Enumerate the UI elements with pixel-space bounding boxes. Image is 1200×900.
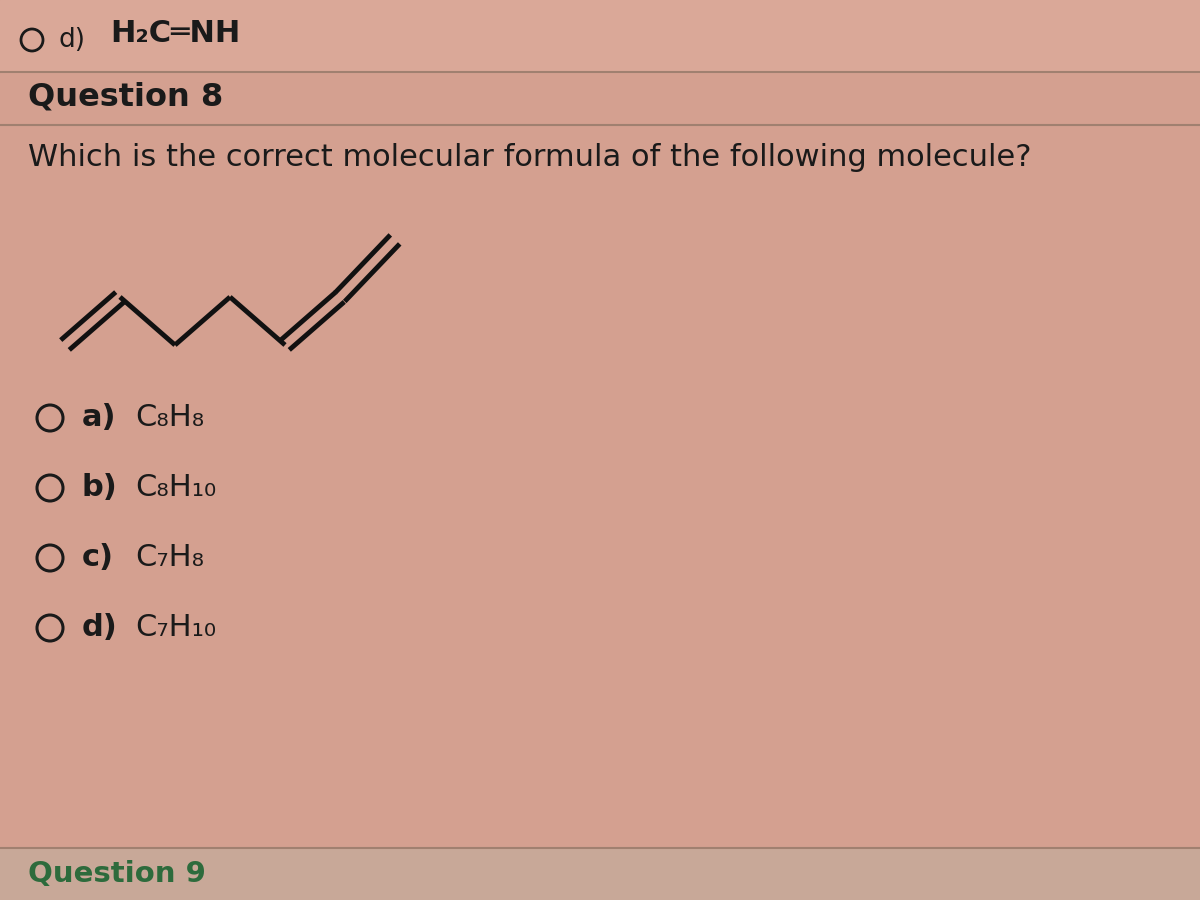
Text: Which is the correct molecular formula of the following molecule?: Which is the correct molecular formula o… — [28, 143, 1032, 173]
Text: a): a) — [82, 403, 116, 433]
Text: d): d) — [58, 27, 85, 53]
Text: C₇H₁₀: C₇H₁₀ — [134, 614, 216, 643]
Text: H₂C═NH: H₂C═NH — [110, 20, 240, 49]
Bar — [0, 848, 1200, 900]
Text: c): c) — [82, 544, 114, 572]
Text: b): b) — [82, 473, 118, 502]
Text: d): d) — [82, 614, 118, 643]
Text: C₇H₈: C₇H₈ — [134, 544, 204, 572]
Text: C₈H₈: C₈H₈ — [134, 403, 204, 433]
Text: Question 9: Question 9 — [28, 860, 206, 888]
Bar — [0, 0, 1200, 72]
Text: Question 8: Question 8 — [28, 82, 223, 112]
Text: C₈H₁₀: C₈H₁₀ — [134, 473, 216, 502]
